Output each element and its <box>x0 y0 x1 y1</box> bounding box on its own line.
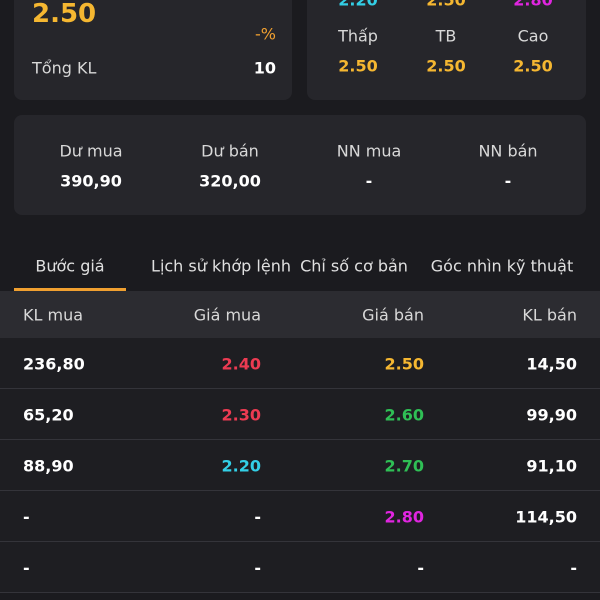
ask-price: 2.80 <box>384 507 424 527</box>
bid-price: 2.40 <box>221 354 261 374</box>
tab-active[interactable]: Bước giá <box>35 256 105 276</box>
summary-value: - <box>504 171 512 191</box>
bid-volume: - <box>23 558 30 578</box>
range-label: TB <box>435 26 457 46</box>
ask-price: - <box>417 558 424 578</box>
bid-price: 2.20 <box>221 456 261 476</box>
table-row <box>0 389 600 440</box>
table-header <box>0 291 600 338</box>
table-row <box>0 440 600 491</box>
range-label: Cao <box>517 26 549 46</box>
tab[interactable]: Chỉ số cơ bản <box>300 256 408 276</box>
ask-price: 2.60 <box>384 405 424 425</box>
range-label: Thấp <box>338 26 378 46</box>
ask-price: 2.70 <box>384 456 424 476</box>
top-value: 2.80 <box>513 0 553 10</box>
header-cell: KL bán <box>522 305 577 325</box>
ask-volume: 14,50 <box>526 354 577 374</box>
summary-label: NN mua <box>336 141 402 161</box>
ask-volume: 99,90 <box>526 405 577 425</box>
range-value: 2.50 <box>338 56 378 76</box>
summary-label: Dư bán <box>201 141 259 161</box>
ask-price: 2.50 <box>384 354 424 374</box>
ask-volume: 91,10 <box>526 456 577 476</box>
tab[interactable]: Góc nhìn kỹ thuật <box>430 256 574 276</box>
bid-price: - <box>254 507 261 527</box>
header-cell: Giá bán <box>362 305 424 325</box>
summary-value: - <box>365 171 373 191</box>
bid-volume: 88,90 <box>23 456 74 476</box>
range-value: 2.50 <box>513 56 553 76</box>
table-row <box>0 338 600 389</box>
bid-price: 2.30 <box>221 405 261 425</box>
summary-label: NN bán <box>478 141 538 161</box>
price: 2.50 <box>32 0 97 29</box>
range-value: 2.50 <box>426 56 466 76</box>
price-card <box>14 0 292 100</box>
ask-volume: 114,50 <box>515 507 577 527</box>
range-card <box>307 0 586 100</box>
bid-volume: 65,20 <box>23 405 74 425</box>
top-value: 2.50 <box>426 0 466 10</box>
summary-value: 320,00 <box>199 171 261 191</box>
header-cell: KL mua <box>23 305 84 325</box>
volume: 10 <box>253 58 276 78</box>
tab[interactable]: Lịch sử khớp lệnh <box>151 256 291 276</box>
bid-volume: - <box>23 507 30 527</box>
top-value: 2.20 <box>338 0 378 10</box>
tab-underline <box>14 288 126 291</box>
volume-label: Tổng KL <box>32 58 97 78</box>
summary-label: Dư mua <box>59 141 123 161</box>
summary-card <box>14 115 586 215</box>
ask-volume: - <box>570 558 577 578</box>
header-cell: Giá mua <box>193 305 261 325</box>
table-row <box>0 491 600 542</box>
change-pct: -% <box>255 24 276 44</box>
bid-volume: 236,80 <box>23 354 85 374</box>
summary-value: 390,90 <box>60 171 122 191</box>
table-row <box>0 542 600 593</box>
bid-price: - <box>254 558 261 578</box>
